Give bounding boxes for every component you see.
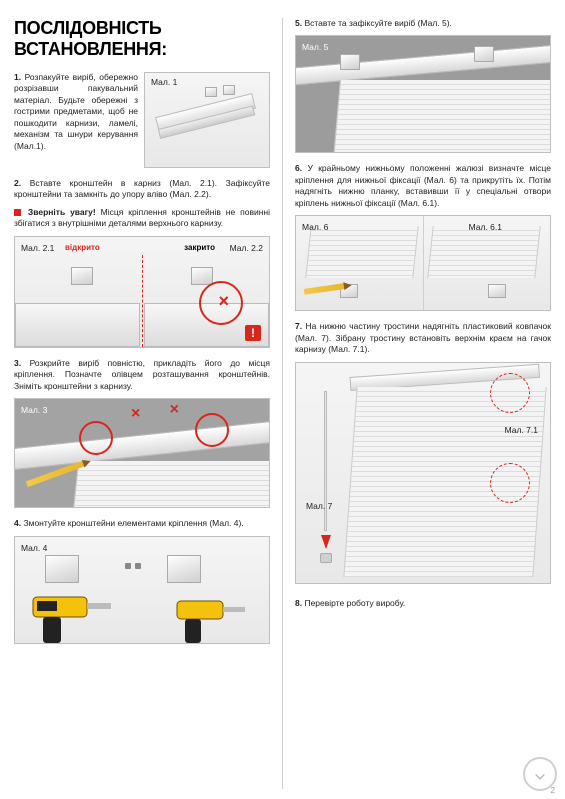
page-number: 2 <box>551 786 555 795</box>
step-4-body: Змонтуйте кронштейни елементами кріпленн… <box>23 518 243 528</box>
instruction-page: ПОСЛІДОВНІСТЬ ВСТАНОВЛЕННЯ: 1. Розпакуйт… <box>0 0 565 799</box>
fig-4-label: Мал. 4 <box>21 543 47 553</box>
step-6-body: У крайньому нижньому положенні жалюзі ви… <box>295 163 551 207</box>
alert-icon: ! <box>245 325 261 341</box>
label-open: відкрито <box>65 243 100 252</box>
chevron-down-icon <box>531 765 549 783</box>
step-8-text: 8. Перевірте роботу виробу. <box>295 598 551 609</box>
step-5-num: 5. <box>295 18 302 28</box>
step-1-body: Розпакуйте виріб, обережно розрізавши па… <box>14 72 138 151</box>
fig-3-label: Мал. 3 <box>21 405 47 415</box>
step-1-num: 1. <box>14 72 21 82</box>
step-8-body: Перевірте роботу виробу. <box>304 598 405 608</box>
figure-7: Мал. 7 Мал. 7.1 <box>295 362 551 584</box>
fig-22-label: Мал. 2.2 <box>230 243 263 253</box>
step-6-num: 6. <box>295 163 302 173</box>
step-4-text: 4. Змонтуйте кронштейни елементами кріпл… <box>14 518 270 529</box>
figure-5: Мал. 5 <box>295 35 551 153</box>
x-mark-icon: × <box>218 291 229 312</box>
drill-icon <box>27 583 117 644</box>
step-1: 1. Розпакуйте виріб, обережно розрізавши… <box>14 72 270 168</box>
step-2-num: 2. <box>14 178 21 188</box>
fig-1-label: Мал. 1 <box>151 77 177 87</box>
figure-2: Мал. 2.1 Мал. 2.2 відкрито закрито × ! <box>14 236 270 348</box>
step-3-num: 3. <box>14 358 21 368</box>
scroll-down-button[interactable] <box>523 757 557 791</box>
step-2-warning: Зверніть увагу! Місця кріплення кронштей… <box>14 207 270 230</box>
x-mark-3a-icon: × <box>131 405 140 423</box>
step-5-body: Вставте та зафіксуйте виріб (Мал. 5). <box>304 18 451 28</box>
step-7-body: На нижню частину тростини надягніть плас… <box>295 321 551 354</box>
warning-icon <box>14 209 21 216</box>
x-mark-3b-icon: × <box>170 401 179 419</box>
figure-1: Мал. 1 <box>144 72 270 168</box>
left-column: ПОСЛІДОВНІСТЬ ВСТАНОВЛЕННЯ: 1. Розпакуйт… <box>14 18 280 789</box>
step-2-text: 2. Вставте кронштейн в карниз (Мал. 2.1)… <box>14 178 270 201</box>
column-divider <box>282 18 283 789</box>
step-4-num: 4. <box>14 518 21 528</box>
drill-icon-2 <box>171 589 251 644</box>
step-6-text: 6. У крайньому нижньому положенні жалюзі… <box>295 163 551 209</box>
fig-7-label: Мал. 7 <box>306 501 332 511</box>
fig-61-label: Мал. 6.1 <box>469 222 502 232</box>
step-3-body: Розкрийте виріб повністю, прикладіть йог… <box>14 358 270 391</box>
step-8-num: 8. <box>295 598 302 608</box>
fig-6-label: Мал. 6 <box>302 222 328 232</box>
fig-71-label: Мал. 7.1 <box>505 425 538 435</box>
figure-3: Мал. 3 × × <box>14 398 270 508</box>
figure-6: Мал. 6 Мал. 6.1 <box>295 215 551 311</box>
fig-21-label: Мал. 2.1 <box>21 243 54 253</box>
step-5-text: 5. Вставте та зафіксуйте виріб (Мал. 5). <box>295 18 551 29</box>
figure-4: Мал. 4 <box>14 536 270 644</box>
step-2-body: Вставте кронштейн в карниз (Мал. 2.1). З… <box>14 178 270 199</box>
step-7-text: 7. На нижню частину тростини надягніть п… <box>295 321 551 355</box>
step-7-num: 7. <box>295 321 302 331</box>
label-closed: закрито <box>184 243 215 252</box>
step-3-text: 3. Розкрийте виріб повністю, прикладіть … <box>14 358 270 392</box>
right-column: 5. Вставте та зафіксуйте виріб (Мал. 5).… <box>285 18 551 789</box>
step-2-warn-label: Зверніть увагу! <box>28 207 96 217</box>
step-1-text: 1. Розпакуйте виріб, обережно розрізавши… <box>14 72 138 168</box>
fig-5-label: Мал. 5 <box>302 42 328 52</box>
page-title: ПОСЛІДОВНІСТЬ ВСТАНОВЛЕННЯ: <box>14 18 270 60</box>
